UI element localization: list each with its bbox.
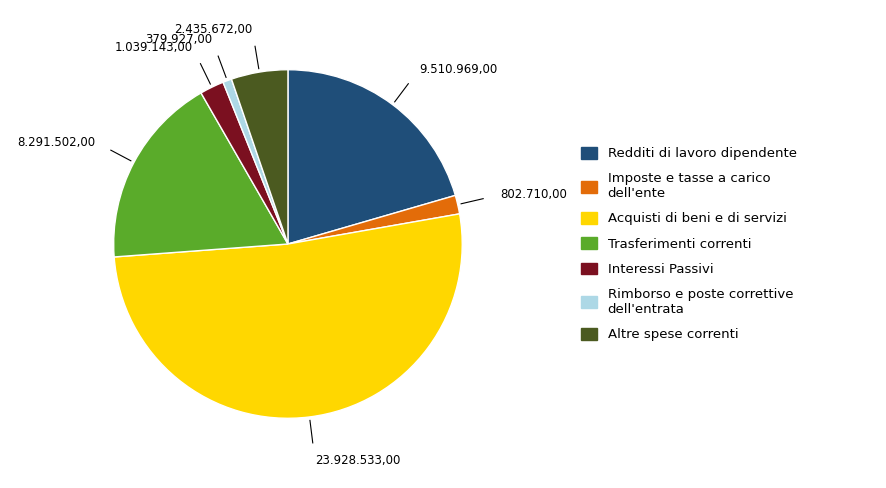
Wedge shape <box>201 82 288 244</box>
Text: 802.710,00: 802.710,00 <box>501 188 567 201</box>
Wedge shape <box>223 79 288 244</box>
Text: 379.927,00: 379.927,00 <box>145 33 212 46</box>
Text: 2.435.672,00: 2.435.672,00 <box>174 22 253 36</box>
Text: 23.928.533,00: 23.928.533,00 <box>315 454 400 467</box>
Wedge shape <box>288 70 455 244</box>
Wedge shape <box>231 70 288 244</box>
Wedge shape <box>114 214 462 418</box>
Text: 9.510.969,00: 9.510.969,00 <box>419 63 497 76</box>
Legend: Redditi di lavoro dipendente, Imposte e tasse a carico
dell'ente, Acquisti di be: Redditi di lavoro dipendente, Imposte e … <box>581 147 797 341</box>
Wedge shape <box>288 195 460 244</box>
Wedge shape <box>113 93 288 257</box>
Text: 8.291.502,00: 8.291.502,00 <box>18 136 96 148</box>
Text: 1.039.143,00: 1.039.143,00 <box>114 41 193 55</box>
